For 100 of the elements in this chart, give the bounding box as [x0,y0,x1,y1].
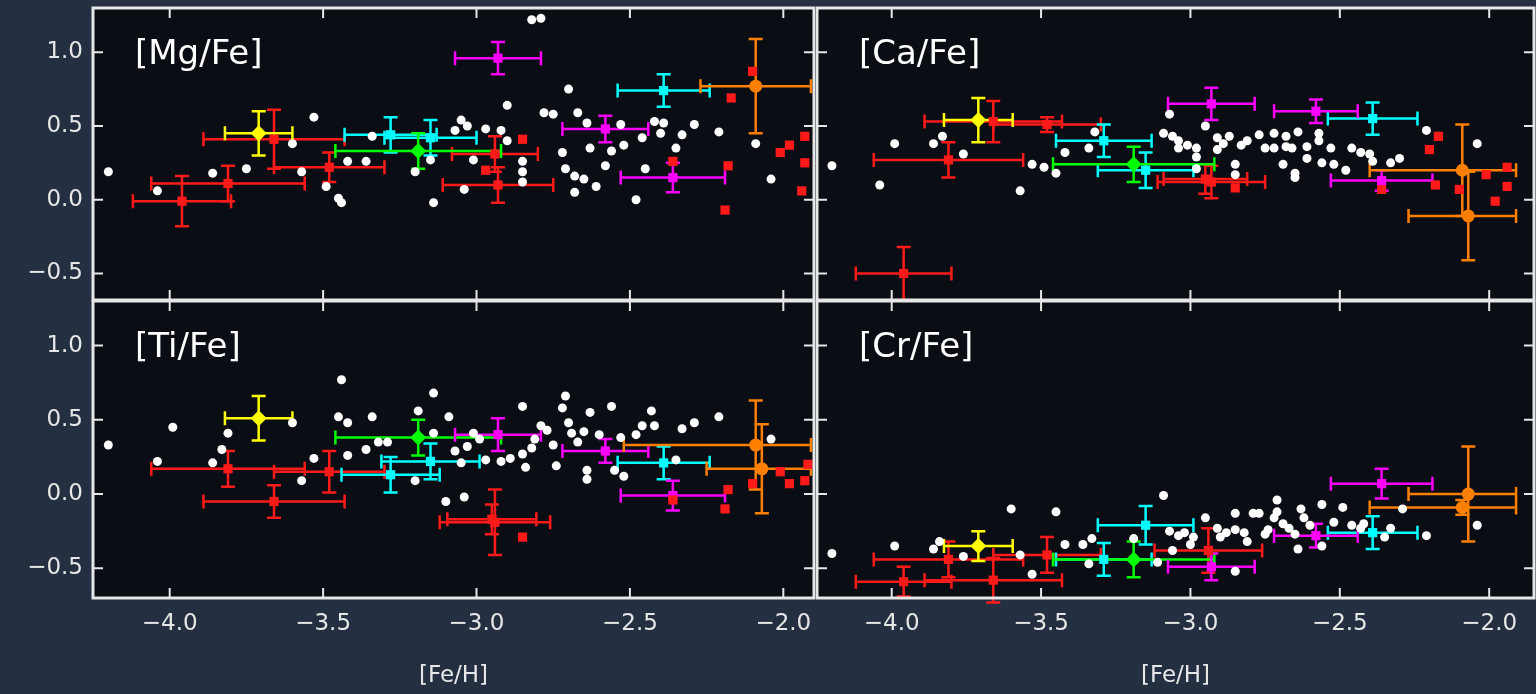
point [1368,114,1378,124]
point [1060,148,1070,158]
point [1099,136,1109,146]
x-tick-label: −2.5 [601,608,658,635]
point [570,171,580,181]
point [1356,148,1366,158]
text: [Cr/Fe] [859,324,974,365]
point [1269,143,1279,153]
point [536,13,546,23]
point [1141,520,1151,530]
point [450,125,460,135]
point [1365,149,1375,159]
point [582,118,592,128]
point [800,158,810,168]
point [1472,139,1482,149]
point [659,85,669,96]
point [1377,175,1387,186]
point [269,496,279,507]
point [1398,504,1408,514]
point [1203,545,1213,556]
point [1386,158,1396,168]
point [899,577,909,587]
point [784,479,795,489]
point [573,108,583,118]
point [1260,143,1270,153]
point [766,174,776,184]
point [1296,504,1306,514]
point [1060,540,1070,550]
point [1191,143,1201,153]
point [775,147,785,158]
point [324,467,334,477]
point [425,155,435,165]
point [656,128,666,138]
point [1284,523,1294,533]
point [1317,499,1327,509]
point [1027,159,1037,169]
point [496,125,506,135]
point [1165,526,1175,536]
point [720,504,730,514]
point [600,124,610,134]
point [518,167,528,177]
text: [Ti/Fe] [135,324,241,365]
point [899,268,909,279]
point [1347,143,1357,153]
point [1242,136,1252,146]
point [410,143,427,160]
point [223,464,233,474]
point [1153,557,1163,567]
point [1099,554,1109,564]
point [1230,566,1240,576]
point [659,458,669,468]
point [459,184,469,194]
point [1490,196,1500,206]
y-tick-label: −0.5 [27,553,83,580]
text: [Mg/Fe] [135,31,263,72]
point [1200,513,1210,523]
point [1200,121,1210,131]
point [1182,140,1192,150]
point [1377,479,1387,489]
point [1125,156,1142,173]
point [1347,520,1357,530]
point [970,538,987,555]
point [1218,139,1228,149]
point [1191,152,1201,162]
point [493,430,503,440]
point [755,462,769,476]
point [321,181,331,191]
point [241,164,251,174]
point [1129,534,1139,544]
point [800,476,810,486]
point [490,149,500,159]
point [1395,153,1405,163]
point [585,143,595,153]
point [1368,156,1378,166]
point [1173,143,1183,153]
point [1191,164,1201,174]
point [269,134,279,144]
point [1305,520,1315,530]
point [1173,136,1183,146]
point [1159,491,1169,501]
point [343,156,353,166]
point [1421,531,1431,541]
point [1230,525,1240,535]
point [1311,106,1321,116]
point [988,575,998,585]
point [570,187,580,197]
text: [Ca/Fe] [859,31,981,72]
point [1281,131,1291,141]
point [1317,541,1327,551]
point [579,174,589,184]
point [1185,540,1195,550]
point [1314,136,1324,146]
point [1224,131,1234,141]
y-tick-label: 1.0 [46,330,83,357]
point [1051,168,1061,178]
point [1359,519,1369,529]
point [1015,550,1025,560]
point [1421,125,1431,135]
point [720,205,730,215]
point [726,93,736,103]
